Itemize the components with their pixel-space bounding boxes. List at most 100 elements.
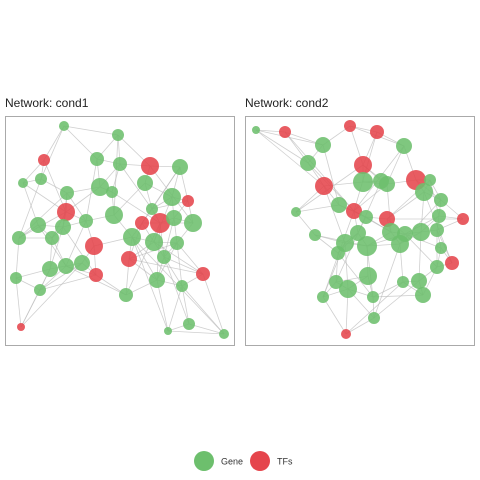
panel-title: Network: cond1 [5,96,89,110]
gene-node [157,250,171,264]
gene-node [145,233,163,251]
edge [20,268,51,328]
gene-node [434,193,448,207]
legend-swatch [194,451,214,471]
gene-node [146,203,158,215]
edge [345,281,404,335]
edge [176,242,183,287]
gene-node [350,225,366,241]
gene-node [331,246,345,260]
edge [18,178,42,239]
edge [43,125,65,161]
gene-node [415,183,433,201]
tf-node [354,156,372,174]
gene-node [90,152,104,166]
panel-title: Network: cond2 [245,96,329,110]
edge [40,125,65,180]
gene-node [353,172,373,192]
gene-node [42,261,58,277]
tf-node [346,203,362,219]
tf-node [370,125,384,139]
gene-node [329,275,343,289]
tf-node [17,323,25,331]
tf-node [445,256,459,270]
nodes [10,120,469,339]
gene-node [12,231,26,245]
gene-node [106,186,118,198]
gene-node [396,138,412,154]
edge [163,256,204,275]
gene-node [252,126,260,134]
edge [39,274,97,291]
gene-node [123,228,141,246]
legend-label: TFs [277,456,293,466]
gene-node [170,236,184,250]
tf-node [457,213,469,225]
gene-node [166,210,182,226]
edge [62,226,97,276]
gene-node [34,284,46,296]
gene-node [176,280,188,292]
edge [323,185,346,244]
gene-node [30,217,46,233]
gene-node [397,276,409,288]
tf-node [38,154,50,166]
tf-node [135,216,149,230]
edge [255,129,309,164]
gene-node [367,291,379,303]
edge [37,224,67,267]
edge [373,243,401,319]
gene-node [317,291,329,303]
edge [63,125,119,136]
gene-node [359,267,377,285]
edge [181,285,190,325]
tf-node [57,203,75,221]
gene-node [60,186,74,200]
gene-node [91,178,109,196]
tf-node [196,267,210,281]
gene-node [184,214,202,232]
edge [167,285,183,332]
gene-node [59,121,69,131]
edge [373,280,420,319]
gene-node [415,287,431,303]
gene-node [18,178,28,188]
gene-node [359,210,373,224]
gene-node [435,242,447,254]
gene-node [55,219,71,235]
gene-node [10,272,22,284]
tf-node [141,157,159,175]
gene-node [58,258,74,274]
edge [156,279,169,332]
gene-node [183,318,195,330]
gene-node [105,206,123,224]
edge [20,262,83,328]
edge [119,163,153,210]
edge [188,323,225,335]
gene-node [391,235,409,253]
gene-node [291,207,301,217]
edge [181,285,225,335]
tf-node [344,120,356,132]
edge [255,129,325,187]
edge [15,277,22,328]
gene-node [368,312,380,324]
gene-node [432,209,446,223]
edge [43,159,67,213]
gene-node [412,223,430,241]
tf-node [150,213,170,233]
edge [202,273,225,335]
edge [65,220,87,267]
gene-node [119,288,133,302]
gene-node [331,197,347,213]
gene-node [112,129,124,141]
tf-node [121,251,137,267]
gene-node [219,329,229,339]
gene-node [339,280,357,298]
edge [322,296,347,335]
edge [131,236,169,332]
gene-node [79,214,93,228]
gene-node [172,159,188,175]
tf-node [182,195,194,207]
